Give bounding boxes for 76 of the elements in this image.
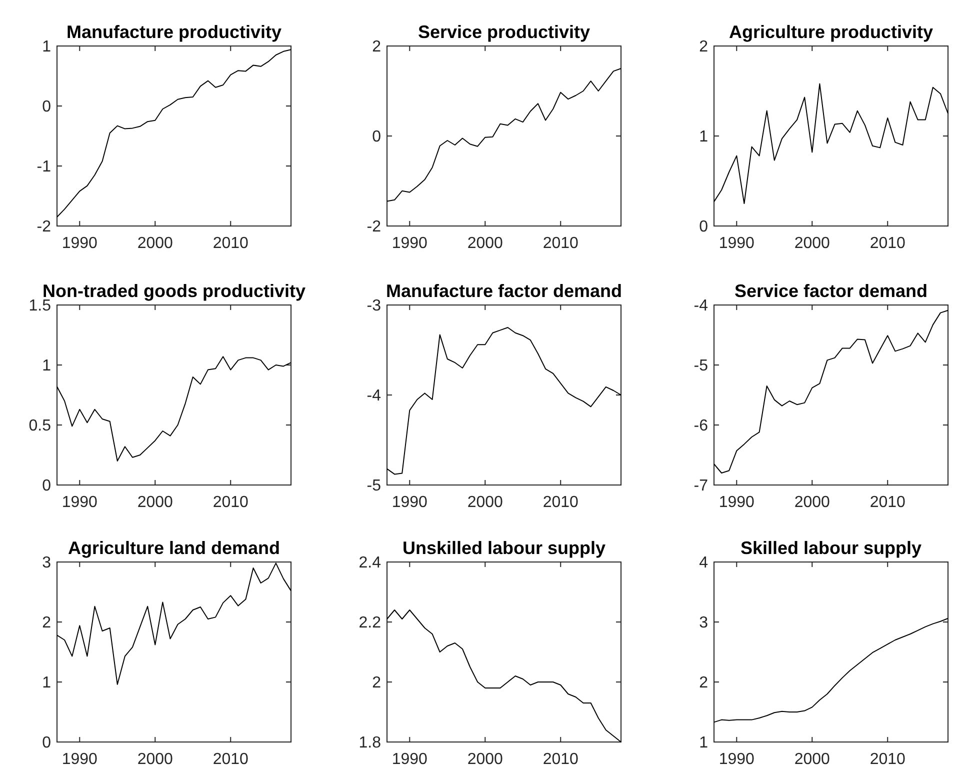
line-series <box>386 327 622 475</box>
chart-title: Skilled labour supply <box>740 538 922 558</box>
y-tick-label: 0 <box>42 98 52 116</box>
y-tick-label: 1.8 <box>358 734 382 752</box>
x-tick-label: 2010 <box>542 494 579 511</box>
y-tick-label: 2 <box>372 38 382 56</box>
y-tick-label: -4 <box>694 298 708 315</box>
x-tick-label: 1990 <box>62 751 98 768</box>
line-series <box>714 83 948 204</box>
x-tick-label: 2000 <box>137 235 174 252</box>
x-tick-label: 1990 <box>62 494 98 511</box>
chart-title: Service factor demand <box>734 281 928 301</box>
y-tick-label: -7 <box>694 478 708 495</box>
y-tick-label: 0 <box>42 478 52 495</box>
x-tick-label: 1990 <box>392 494 428 511</box>
x-tick-label: 2000 <box>794 235 830 252</box>
x-tick-label: 2000 <box>467 235 504 252</box>
y-tick-label: -5 <box>366 478 382 495</box>
y-tick-label: 3 <box>42 554 52 572</box>
line-series <box>714 310 948 474</box>
y-tick-label: 0 <box>699 218 708 236</box>
x-tick-label: 2000 <box>794 751 830 768</box>
chart-title: Manufacture factor demand <box>386 281 622 301</box>
x-tick-label: 1990 <box>392 235 428 252</box>
y-tick-label: 1 <box>42 358 52 375</box>
y-tick-label: -2 <box>366 218 382 236</box>
x-tick-label: 2010 <box>212 235 249 252</box>
x-tick-label: 1990 <box>392 751 428 768</box>
chart-title: Agriculture land demand <box>68 538 280 558</box>
y-tick-label: 2 <box>699 674 708 692</box>
chart-title: Service productivity <box>418 22 590 42</box>
y-tick-label: 2.4 <box>358 554 382 572</box>
x-tick-label: 2010 <box>870 235 906 252</box>
y-tick-label: -3 <box>366 298 382 315</box>
x-tick-label: 1990 <box>718 494 755 511</box>
y-tick-label: -6 <box>694 418 708 435</box>
x-tick-label: 2010 <box>870 494 906 511</box>
y-tick-label: 1 <box>42 38 52 56</box>
y-tick-label: -2 <box>36 218 52 236</box>
line-series <box>386 68 622 202</box>
line-series <box>714 618 948 723</box>
y-tick-label: 1 <box>699 128 708 146</box>
y-tick-label: 0 <box>42 734 52 752</box>
line-series <box>56 562 292 685</box>
x-tick-label: 2010 <box>212 751 249 768</box>
x-tick-label: 2000 <box>467 494 504 511</box>
x-tick-label: 2000 <box>467 751 504 768</box>
y-tick-label: 2 <box>372 674 382 692</box>
x-tick-label: 2000 <box>794 494 830 511</box>
line-series <box>56 49 292 218</box>
y-tick-label: 2 <box>699 38 708 56</box>
chart-title: Unskilled labour supply <box>402 538 606 558</box>
x-tick-label: 2010 <box>212 494 249 511</box>
x-tick-label: 1990 <box>718 235 755 252</box>
y-tick-label: -4 <box>366 388 382 405</box>
y-tick-label: 0 <box>372 128 382 146</box>
x-tick-label: 2010 <box>542 235 579 252</box>
x-tick-label: 1990 <box>718 751 755 768</box>
x-tick-label: 2000 <box>137 751 174 768</box>
y-tick-label: 2.2 <box>358 614 382 632</box>
line-series <box>386 610 622 742</box>
y-tick-label: 0.5 <box>28 418 52 435</box>
y-tick-label: -1 <box>36 158 52 176</box>
y-tick-label: 2 <box>42 614 52 632</box>
y-tick-label: -5 <box>694 358 708 375</box>
y-tick-label: 3 <box>699 614 708 632</box>
x-tick-label: 1990 <box>62 235 98 252</box>
x-tick-label: 2010 <box>542 751 579 768</box>
chart-title: Agriculture productivity <box>728 22 934 42</box>
x-tick-label: 2010 <box>870 751 906 768</box>
x-tick-label: 2000 <box>137 494 174 511</box>
y-tick-label: 1 <box>42 674 52 692</box>
y-tick-label: 1 <box>699 734 708 752</box>
line-series <box>56 356 292 462</box>
chart-title: Manufacture productivity <box>66 22 282 42</box>
y-tick-label: 4 <box>699 554 708 572</box>
